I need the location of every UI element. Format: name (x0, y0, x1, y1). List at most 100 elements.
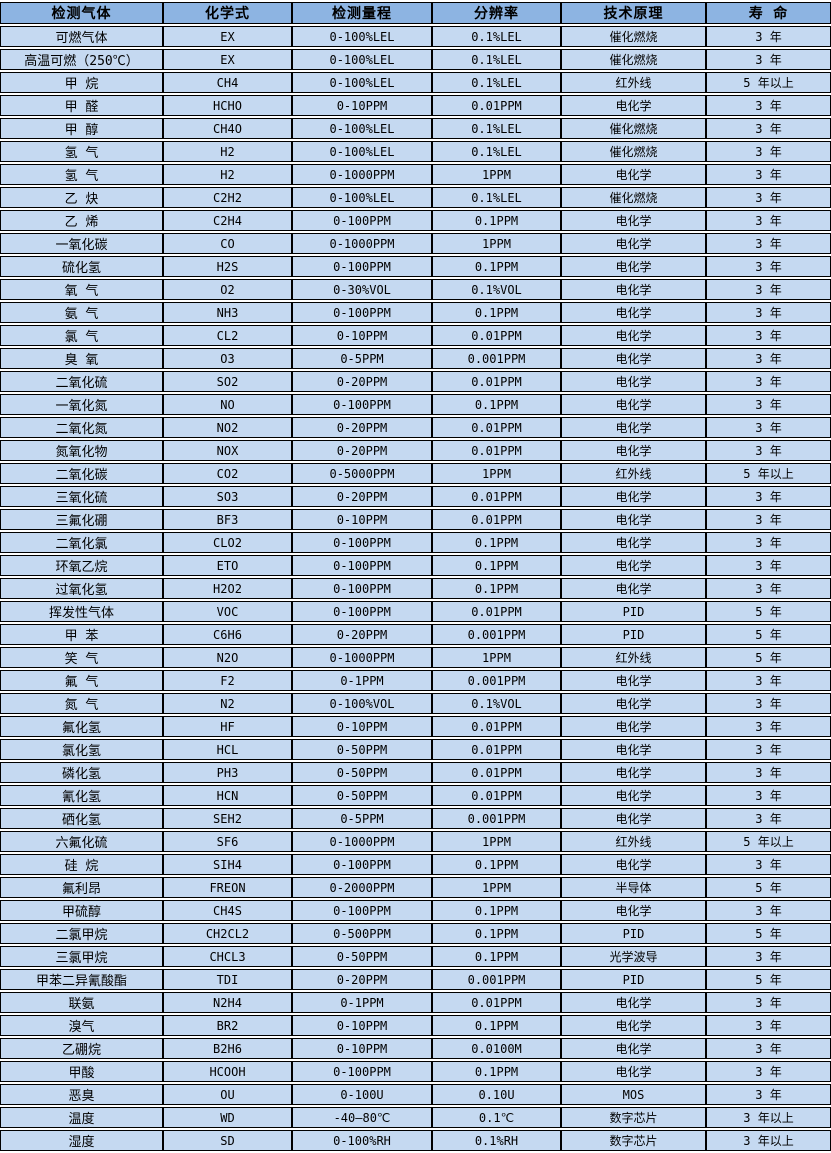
cell-formula: SF6 (163, 831, 292, 852)
cell-lifespan: 3 年 (706, 210, 831, 231)
cell-resolution: 1PPM (432, 164, 561, 185)
cell-lifespan: 3 年 (706, 233, 831, 254)
cell-principle: 催化燃烧 (561, 49, 706, 70)
cell-lifespan: 3 年 (706, 486, 831, 507)
cell-resolution: 0.1PPM (432, 210, 561, 231)
table-row: 二氧化硫 SO2 0-20PPM 0.01PPM 电化学 3 年 (0, 371, 831, 392)
cell-gas-name: 甲 醛 (0, 95, 163, 116)
cell-principle: MOS (561, 1084, 706, 1105)
table-row: 环氧乙烷 ETO 0-100PPM 0.1PPM 电化学 3 年 (0, 555, 831, 576)
header-row: 检测气体 化学式 检测量程 分辨率 技术原理寿 命 (0, 2, 831, 24)
cell-formula: TDI (163, 969, 292, 990)
cell-principle: 电化学 (561, 256, 706, 277)
cell-formula: N2H4 (163, 992, 292, 1013)
cell-range: 0-2000PPM (292, 877, 432, 898)
cell-principle: 红外线 (561, 72, 706, 93)
cell-principle: 电化学 (561, 762, 706, 783)
cell-range: 0-5000PPM (292, 463, 432, 484)
cell-formula: FREON (163, 877, 292, 898)
cell-principle: 电化学 (561, 693, 706, 714)
cell-formula: SEH2 (163, 808, 292, 829)
cell-gas-name: 过氧化氢 (0, 578, 163, 599)
cell-principle: 电化学 (561, 1015, 706, 1036)
cell-resolution: 0.1%LEL (432, 26, 561, 47)
cell-principle: 电化学 (561, 210, 706, 231)
cell-gas-name: 硅 烷 (0, 854, 163, 875)
table-row: 氟 气 F2 0-1PPM 0.001PPM 电化学 3 年 (0, 670, 831, 691)
cell-formula: CL2 (163, 325, 292, 346)
cell-resolution: 0.1%LEL (432, 118, 561, 139)
cell-range: 0-100PPM (292, 210, 432, 231)
cell-gas-name: 氨 气 (0, 302, 163, 323)
cell-gas-name: 甲 苯 (0, 624, 163, 645)
cell-range: 0-5PPM (292, 348, 432, 369)
table-row: 甲苯二异氰酸酯 TDI 0-20PPM 0.001PPM PID 5 年 (0, 969, 831, 990)
cell-resolution: 0.1PPM (432, 256, 561, 277)
cell-principle: 电化学 (561, 325, 706, 346)
cell-range: 0-10PPM (292, 325, 432, 346)
cell-gas-name: 二氧化氯 (0, 532, 163, 553)
table-row: 氢 气 H2 0-100%LEL 0.1%LEL 催化燃烧 3 年 (0, 141, 831, 162)
cell-formula: H2S (163, 256, 292, 277)
cell-gas-name: 二氧化硫 (0, 371, 163, 392)
cell-gas-name: 三氟化硼 (0, 509, 163, 530)
cell-gas-name: 臭 氧 (0, 348, 163, 369)
cell-range: 0-100PPM (292, 302, 432, 323)
cell-formula: CH4O (163, 118, 292, 139)
cell-principle: 电化学 (561, 348, 706, 369)
cell-gas-name: 二氧化氮 (0, 417, 163, 438)
cell-formula: HCHO (163, 95, 292, 116)
cell-resolution: 0.01PPM (432, 992, 561, 1013)
cell-principle: PID (561, 601, 706, 622)
cell-range: 0-1000PPM (292, 647, 432, 668)
cell-formula: SO3 (163, 486, 292, 507)
table-header: 检测气体 化学式 检测量程 分辨率 技术原理寿 命 (0, 2, 831, 24)
cell-formula: N2O (163, 647, 292, 668)
cell-gas-name: 可燃气体 (0, 26, 163, 47)
cell-formula: HCL (163, 739, 292, 760)
cell-gas-name: 二氯甲烷 (0, 923, 163, 944)
cell-range: 0-20PPM (292, 417, 432, 438)
cell-formula: BR2 (163, 1015, 292, 1036)
cell-resolution: 0.1PPM (432, 854, 561, 875)
cell-formula: C6H6 (163, 624, 292, 645)
cell-range: 0-30%VOL (292, 279, 432, 300)
cell-formula: BF3 (163, 509, 292, 530)
cell-range: 0-100PPM (292, 578, 432, 599)
cell-range: 0-100PPM (292, 256, 432, 277)
cell-formula: ETO (163, 555, 292, 576)
cell-range: 0-20PPM (292, 440, 432, 461)
cell-formula: OU (163, 1084, 292, 1105)
cell-principle: 红外线 (561, 647, 706, 668)
cell-lifespan: 3 年 (706, 279, 831, 300)
cell-gas-name: 硫化氢 (0, 256, 163, 277)
cell-lifespan: 5 年 (706, 923, 831, 944)
table-row: 三氧化硫 SO3 0-20PPM 0.01PPM 电化学 3 年 (0, 486, 831, 507)
cell-range: 0-100PPM (292, 900, 432, 921)
cell-principle: PID (561, 624, 706, 645)
cell-formula: H2 (163, 164, 292, 185)
cell-gas-name: 氟 气 (0, 670, 163, 691)
cell-gas-name: 甲 烷 (0, 72, 163, 93)
table-row: 硫化氢 H2S 0-100PPM 0.1PPM 电化学 3 年 (0, 256, 831, 277)
cell-gas-name: 一氧化氮 (0, 394, 163, 415)
cell-range: 0-50PPM (292, 739, 432, 760)
cell-formula: F2 (163, 670, 292, 691)
cell-formula: H2 (163, 141, 292, 162)
cell-resolution: 0.1PPM (432, 532, 561, 553)
table-row: 甲 醇 CH4O 0-100%LEL 0.1%LEL 催化燃烧 3 年 (0, 118, 831, 139)
cell-principle: 电化学 (561, 417, 706, 438)
cell-resolution: 0.1%VOL (432, 279, 561, 300)
cell-gas-name: 恶臭 (0, 1084, 163, 1105)
table-row: 湿度 SD 0-100%RH 0.1%RH 数字芯片 3 年以上 (0, 1130, 831, 1151)
cell-principle: 电化学 (561, 578, 706, 599)
cell-principle: 半导体 (561, 877, 706, 898)
cell-lifespan: 3 年 (706, 371, 831, 392)
cell-gas-name: 磷化氢 (0, 762, 163, 783)
cell-principle: 红外线 (561, 463, 706, 484)
table-row: 二氧化氮 NO2 0-20PPM 0.01PPM 电化学 3 年 (0, 417, 831, 438)
cell-lifespan: 3 年 (706, 808, 831, 829)
table-row: 溴气 BR2 0-10PPM 0.1PPM 电化学 3 年 (0, 1015, 831, 1036)
cell-lifespan: 3 年 (706, 532, 831, 553)
cell-resolution: 0.1PPM (432, 1061, 561, 1082)
